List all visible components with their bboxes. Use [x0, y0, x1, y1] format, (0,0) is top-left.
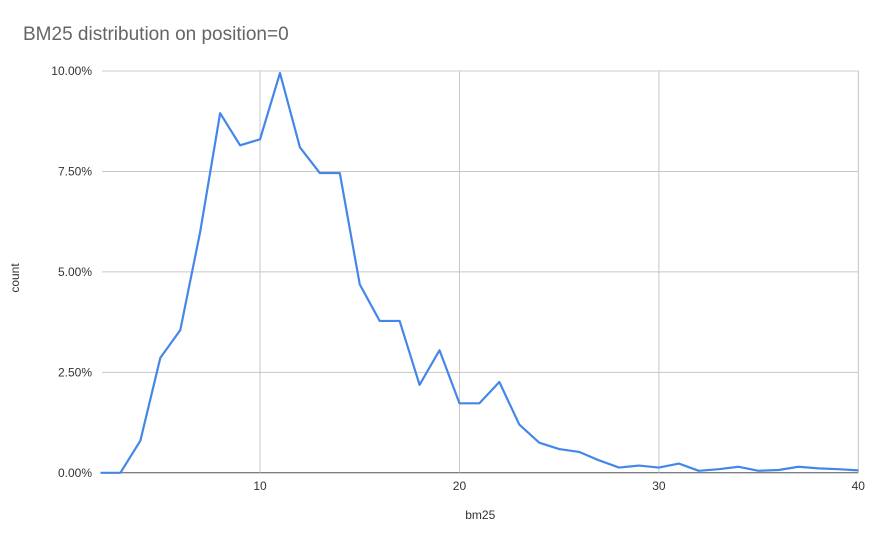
svg-text:30: 30 — [652, 479, 666, 493]
svg-text:5.00%: 5.00% — [58, 265, 92, 279]
svg-text:2.50%: 2.50% — [58, 365, 92, 379]
svg-text:0.00%: 0.00% — [58, 466, 92, 480]
svg-text:10: 10 — [253, 479, 267, 493]
svg-text:40: 40 — [852, 479, 866, 493]
svg-text:20: 20 — [453, 479, 467, 493]
svg-text:7.50%: 7.50% — [58, 164, 92, 178]
svg-text:10.00%: 10.00% — [51, 64, 92, 78]
